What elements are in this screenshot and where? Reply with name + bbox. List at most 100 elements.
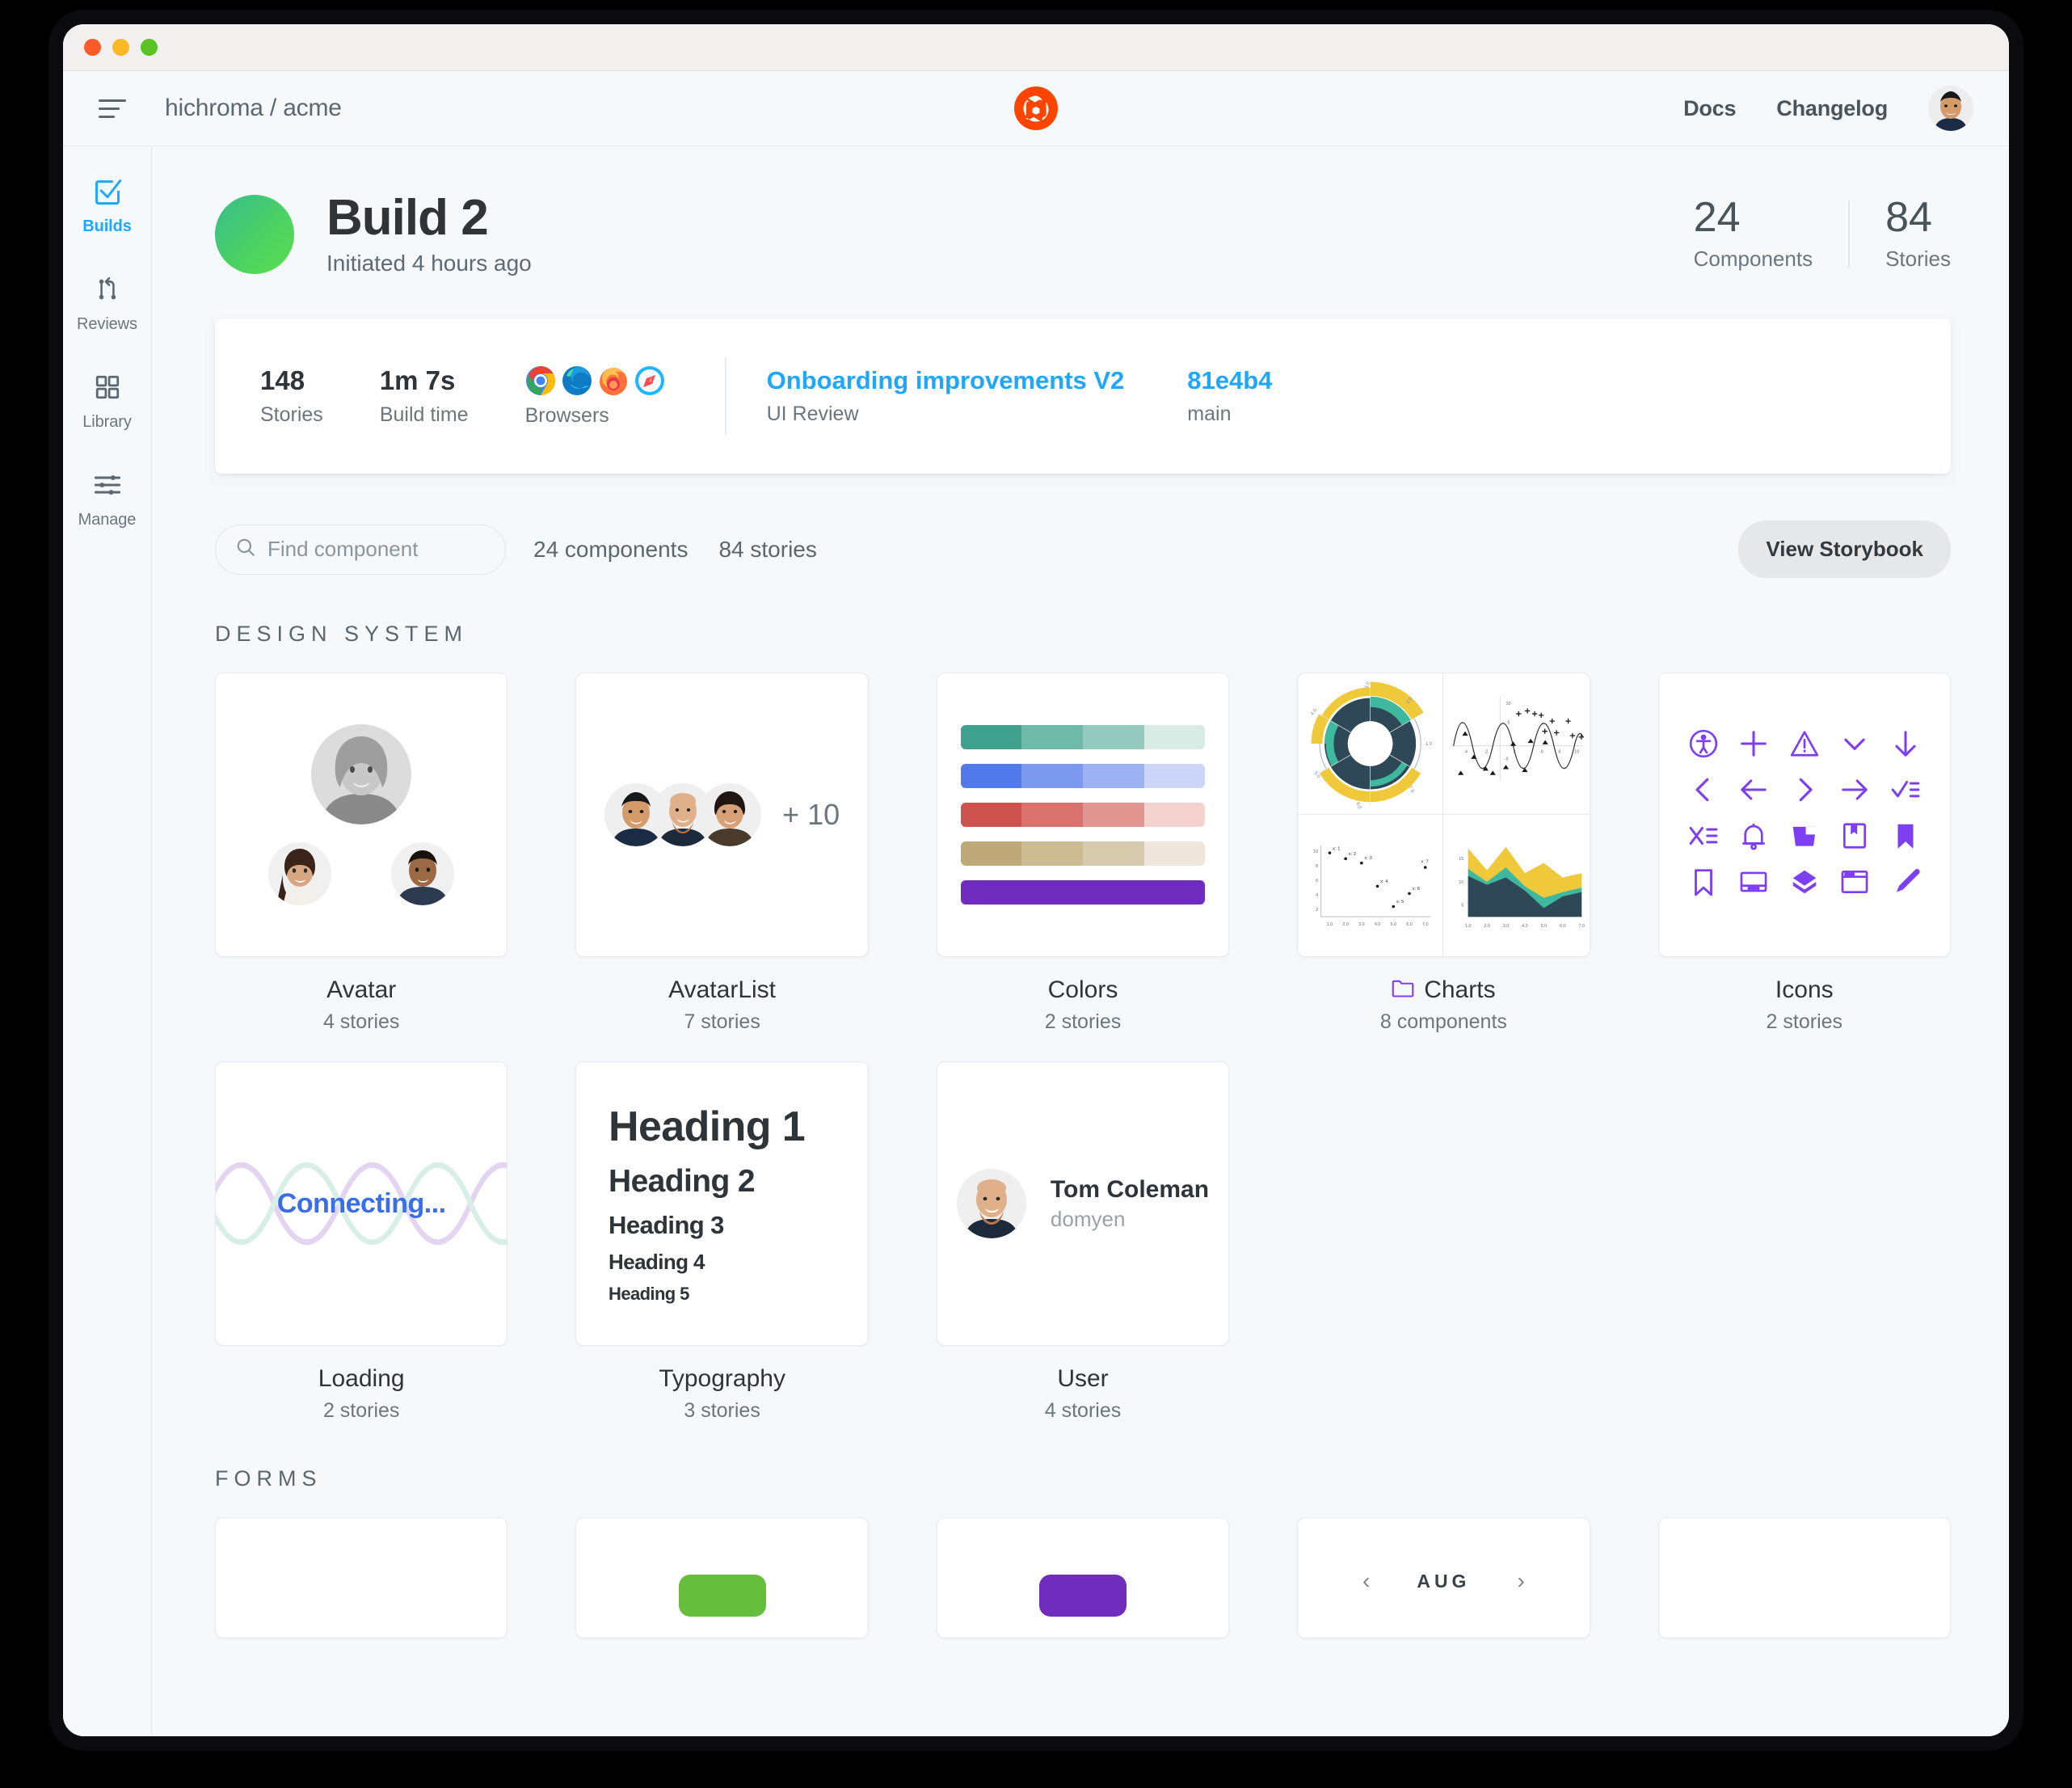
purple-button[interactable] bbox=[1038, 1575, 1127, 1617]
icons-preview-grid bbox=[1682, 727, 1927, 903]
color-row bbox=[960, 803, 1206, 828]
svg-text:6: 6 bbox=[1316, 879, 1318, 883]
menu-hamburger-icon[interactable] bbox=[99, 96, 131, 120]
card-title: User bbox=[1057, 1365, 1108, 1393]
sidebar-item-library[interactable]: Library bbox=[63, 369, 151, 432]
nav-link-changelog[interactable]: Changelog bbox=[1776, 95, 1888, 120]
avatar[interactable] bbox=[1928, 86, 1973, 131]
chevron-right-icon[interactable]: › bbox=[1517, 1568, 1525, 1594]
color-swatch bbox=[1083, 880, 1144, 905]
basket-filled-icon bbox=[1789, 820, 1820, 855]
card-preview[interactable] bbox=[936, 673, 1230, 958]
svg-text:3.0: 3.0 bbox=[1364, 681, 1372, 689]
component-card-colors[interactable]: Colors 2 stories bbox=[936, 673, 1230, 1034]
heading-1-sample: Heading 1 bbox=[609, 1103, 806, 1151]
card-title-text: Charts bbox=[1424, 976, 1496, 1004]
minimize-window-button[interactable] bbox=[112, 39, 129, 56]
svg-text:2: 2 bbox=[1316, 908, 1318, 913]
card-preview[interactable]: ‹ AUG › bbox=[1297, 1517, 1590, 1639]
card-title: Icons bbox=[1775, 976, 1834, 1004]
traffic-lights bbox=[84, 39, 158, 56]
component-card-user[interactable]: Tom Coleman domyen User 4 stories bbox=[936, 1061, 1230, 1423]
component-card-form-button-purple[interactable] bbox=[936, 1517, 1230, 1639]
avatar-small bbox=[698, 783, 762, 847]
svg-text:10: 10 bbox=[1575, 750, 1580, 755]
card-meta: 4 stories bbox=[322, 1010, 400, 1034]
component-card-avatar[interactable]: Avatar 4 stories bbox=[215, 673, 508, 1034]
svg-text:5.0: 5.0 bbox=[1391, 922, 1396, 927]
component-card-form-5[interactable] bbox=[1657, 1517, 1951, 1639]
component-card-icons[interactable]: Icons 2 stories bbox=[1657, 673, 1951, 1034]
accessibility-icon bbox=[1688, 728, 1719, 763]
svg-text:-4: -4 bbox=[1464, 750, 1468, 755]
heading-4-sample: Heading 4 bbox=[609, 1250, 705, 1275]
commit-link[interactable]: 81e4b4 bbox=[1187, 366, 1273, 395]
branch-merge-icon bbox=[90, 272, 125, 307]
meta-divider bbox=[724, 357, 726, 436]
sidebar-item-builds[interactable]: Builds bbox=[63, 174, 151, 236]
color-row bbox=[960, 841, 1206, 867]
meta-review[interactable]: Onboarding improvements V2 UI Review bbox=[767, 366, 1125, 426]
green-button[interactable] bbox=[678, 1575, 766, 1617]
component-card-form-1[interactable] bbox=[215, 1517, 508, 1639]
maximize-window-button[interactable] bbox=[141, 39, 158, 56]
build-subtitle: Initiated 4 hours ago bbox=[326, 251, 532, 276]
close-window-button[interactable] bbox=[84, 39, 101, 56]
view-storybook-button[interactable]: View Storybook bbox=[1738, 521, 1951, 579]
card-preview[interactable] bbox=[1657, 673, 1951, 958]
card-preview[interactable]: Heading 1 Heading 2 Heading 3 Heading 4 … bbox=[575, 1061, 869, 1347]
color-swatch bbox=[1143, 880, 1206, 905]
card-title-text: Icons bbox=[1775, 976, 1834, 1004]
svg-text:15: 15 bbox=[1459, 857, 1464, 862]
meta-label: Stories bbox=[260, 403, 323, 427]
arrow-left-icon bbox=[1738, 774, 1769, 809]
card-preview[interactable] bbox=[1657, 1517, 1951, 1639]
color-swatch bbox=[1143, 841, 1206, 867]
review-link[interactable]: Onboarding improvements V2 bbox=[766, 366, 1125, 395]
svg-text:x: 7: x: 7 bbox=[1421, 860, 1429, 865]
component-card-loading[interactable]: Connecting... Loading 2 stories bbox=[215, 1061, 508, 1423]
breadcrumb[interactable]: hichroma / acme bbox=[165, 95, 342, 121]
meta-commit[interactable]: 81e4b4 main bbox=[1187, 366, 1272, 426]
component-card-charts[interactable]: 1.0 2.0 3.0 4.0 5.0 6.0 7.0 bbox=[1297, 673, 1590, 1034]
card-preview[interactable]: Connecting... bbox=[215, 1061, 508, 1347]
card-preview[interactable]: 1.0 2.0 3.0 4.0 5.0 6.0 7.0 bbox=[1297, 673, 1590, 958]
sidebar-item-label: Reviews bbox=[77, 315, 137, 333]
sidebar-item-label: Builds bbox=[82, 217, 132, 235]
heading-2-sample: Heading 2 bbox=[609, 1164, 756, 1200]
card-preview[interactable]: Tom Coleman domyen bbox=[936, 1061, 1230, 1347]
heading-5-sample: Heading 5 bbox=[609, 1284, 689, 1305]
calendar-nav: ‹ AUG › bbox=[1362, 1568, 1525, 1594]
nav-link-docs[interactable]: Docs bbox=[1683, 95, 1737, 120]
component-card-avatarlist[interactable]: + 10 AvatarList 7 stories bbox=[575, 673, 869, 1034]
component-card-form-calendar[interactable]: ‹ AUG › bbox=[1297, 1517, 1590, 1639]
stat-stories: 84 Stories bbox=[1850, 196, 1951, 272]
color-swatch bbox=[1083, 725, 1144, 750]
sidebar-item-manage[interactable]: Manage bbox=[63, 467, 151, 529]
chromatic-logo-icon[interactable] bbox=[1014, 86, 1058, 130]
chevron-right-icon bbox=[1789, 774, 1820, 809]
component-card-typography[interactable]: Heading 1 Heading 2 Heading 3 Heading 4 … bbox=[575, 1061, 869, 1423]
card-title-text: Colors bbox=[1047, 976, 1118, 1004]
batch-deny-icon bbox=[1688, 820, 1719, 855]
search-input[interactable]: Find component bbox=[215, 524, 506, 575]
chart-sine-scatter: 10 5 -5 -4 -2 2 6 8 10 bbox=[1443, 673, 1590, 816]
build-stats: 24 Components 84 Stories bbox=[1658, 196, 1951, 272]
card-preview[interactable]: + 10 bbox=[575, 673, 869, 958]
card-preview[interactable] bbox=[215, 673, 508, 958]
sidebar-item-label: Manage bbox=[78, 511, 137, 529]
card-title-text: Typography bbox=[659, 1365, 785, 1393]
component-card-form-button-green[interactable] bbox=[575, 1517, 869, 1639]
svg-text:4: 4 bbox=[1316, 893, 1318, 898]
svg-text:8: 8 bbox=[1559, 750, 1561, 755]
chevron-left-icon[interactable]: ‹ bbox=[1362, 1568, 1371, 1594]
card-preview[interactable] bbox=[575, 1517, 869, 1639]
card-preview[interactable] bbox=[936, 1517, 1230, 1639]
window-titlebar bbox=[63, 24, 2009, 71]
chrome-icon bbox=[525, 365, 556, 396]
svg-text:6.0: 6.0 bbox=[1560, 924, 1566, 929]
card-preview[interactable] bbox=[215, 1517, 508, 1639]
svg-text:x: 1: x: 1 bbox=[1333, 847, 1340, 852]
meta-label: Browsers bbox=[524, 404, 609, 428]
sidebar-item-reviews[interactable]: Reviews bbox=[63, 272, 151, 334]
